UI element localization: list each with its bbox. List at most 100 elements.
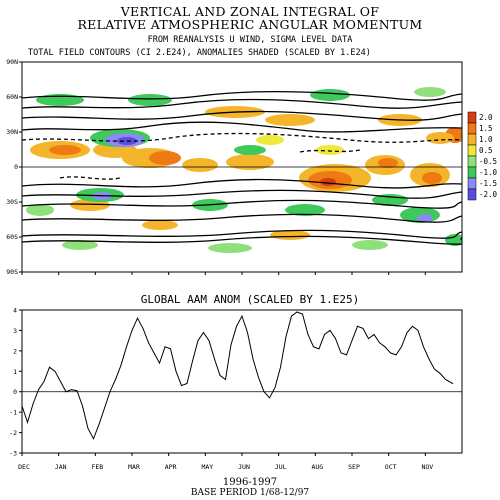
heatmap-y-tick-label: 60N	[6, 93, 18, 101]
line-y-axis: 4 3 2 1 0 -1 -2 -3	[9, 307, 22, 458]
aam-anomaly-point	[340, 352, 342, 354]
line-x-tick-label: MAY	[201, 463, 213, 471]
aam-anomaly-point	[120, 364, 122, 366]
anomaly-region	[310, 89, 350, 101]
line-x-tick-label: FEB	[91, 463, 103, 471]
colorbar-swatch	[467, 144, 477, 157]
line-x-tick-label: DEC	[18, 463, 30, 471]
aam-anomaly-point	[406, 332, 408, 333]
anomaly-region	[208, 243, 252, 253]
aam-anomaly-point	[434, 368, 435, 370]
colorbar-swatch	[467, 111, 477, 124]
aam-anomaly-point	[390, 352, 391, 354]
aam-anomaly-point	[258, 377, 259, 378]
colorbar-label: 0.5	[479, 146, 493, 155]
aam-anomaly-point	[412, 325, 413, 327]
aam-anomaly-point	[197, 340, 199, 342]
anomaly-region	[182, 158, 218, 172]
aam-anomaly-point	[203, 332, 204, 333]
contour-line	[22, 178, 462, 189]
line-y-tick-label: 3	[13, 327, 17, 335]
contour-line	[22, 90, 462, 101]
chart-title-line-2: RELATIVE ATMOSPHERIC ANGULAR MOMENTUM	[77, 17, 423, 32]
aam-anomaly-point	[104, 407, 105, 409]
aam-anomaly-point	[263, 391, 265, 393]
aam-anomaly-point	[230, 344, 232, 346]
aam-anomaly-point	[346, 354, 347, 356]
colorbar-label: -2.0	[479, 190, 498, 199]
colorbar-swatch	[467, 133, 477, 146]
aam-anomaly-point	[285, 336, 287, 337]
aam-anomaly-point	[401, 346, 402, 348]
aam-anomaly-point	[76, 390, 78, 392]
line-y-tick-label: -3	[9, 450, 17, 458]
anomaly-region	[234, 145, 266, 155]
anomaly-region	[270, 230, 310, 240]
colorbar-label: 1.5	[479, 124, 493, 133]
aam-anomaly-point	[175, 370, 177, 372]
heatmap-y-tick-label: 90S	[6, 268, 18, 276]
aam-anomaly-point	[148, 342, 149, 344]
aam-anomaly-point	[351, 340, 353, 342]
anomaly-region	[445, 234, 462, 246]
anomaly-region	[285, 204, 325, 216]
aam-anomaly-point	[439, 372, 441, 374]
aam-anomaly-point	[291, 315, 292, 317]
aam-anomaly-point	[368, 338, 369, 339]
aam-anomaly-point	[373, 334, 375, 335]
line-y-tick-label: 1	[13, 368, 17, 376]
aam-anomaly-point	[21, 405, 23, 407]
aam-anomaly-point	[384, 346, 386, 348]
aam-anomaly-point	[109, 391, 111, 393]
aam-anomaly-point	[153, 352, 155, 354]
colorbar-label: -1.0	[479, 168, 498, 177]
aam-anomaly-point	[32, 403, 34, 405]
aam-anomaly-point	[395, 354, 397, 356]
aam-anomaly-point	[43, 381, 45, 382]
anomaly-region	[265, 114, 315, 126]
colorbar-swatch	[467, 177, 477, 190]
aam-anomaly-point	[452, 383, 454, 384]
heatmap-x-ticks	[21, 272, 426, 275]
colorbar-swatch	[467, 155, 477, 168]
heatmap-y-tick-label: 90N	[6, 58, 18, 66]
aam-anomaly-point	[126, 346, 127, 348]
anomaly-region	[142, 220, 178, 230]
line-x-tick-label: NOV	[421, 463, 433, 471]
anomaly-region	[352, 240, 388, 250]
aam-anomaly-point	[357, 325, 358, 327]
aam-anomaly-point	[170, 348, 171, 350]
aam-anomaly-point	[208, 340, 210, 342]
line-y-tick-label: -1	[9, 409, 17, 417]
anomaly-region	[62, 240, 98, 250]
chart-title-line-1: VERTICAL AND ZONAL INTEGRAL OF	[120, 4, 380, 19]
aam-anomaly-point	[296, 311, 298, 313]
base-period-note: BASE PERIOD 1/68-12/97	[190, 488, 310, 498]
heatmap-y-tick-label: 60S	[6, 233, 18, 241]
heatmap-y-tick-label: 0	[14, 163, 18, 171]
contour-line	[22, 229, 462, 239]
aam-anomaly-point	[71, 389, 72, 391]
contour-line	[22, 121, 462, 133]
anomaly-region	[226, 154, 274, 170]
contour-line	[22, 199, 462, 209]
colorbar-label: -1.5	[479, 179, 497, 188]
line-x-tick-label: MAR	[128, 463, 140, 471]
aam-anomaly-point	[186, 383, 188, 384]
line-y-tick-label: 2	[13, 347, 17, 355]
colorbar-label: -0.5	[479, 157, 497, 166]
aam-anomaly-point	[247, 332, 248, 333]
aam-anomaly-point	[38, 389, 39, 391]
aam-anomaly-point	[241, 315, 243, 317]
aam-anomaly-point	[87, 428, 89, 429]
anomaly-region	[426, 132, 454, 144]
aam-anomaly-point	[274, 387, 276, 389]
aam-anomaly-point	[307, 334, 309, 335]
anomaly-region	[36, 94, 84, 106]
anomaly-region	[149, 151, 181, 165]
aam-anomaly-points	[21, 311, 454, 440]
anomaly-region	[316, 145, 344, 155]
aam-anomaly-point	[115, 379, 116, 380]
aam-anomaly-point	[280, 366, 281, 368]
